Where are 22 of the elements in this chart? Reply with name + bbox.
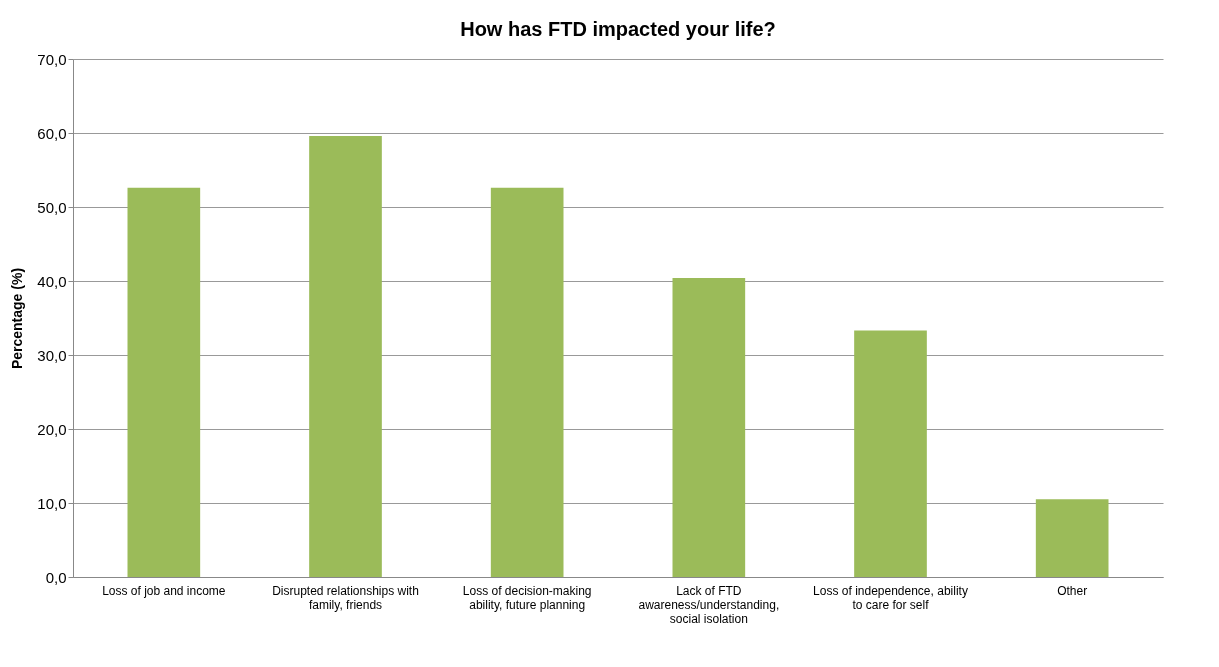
bar <box>127 187 201 577</box>
x-tick-label: Loss of job and income <box>102 583 226 598</box>
bar <box>854 330 927 577</box>
x-tick-label: Other <box>1057 583 1088 598</box>
y-tick-label: 10,0 <box>37 494 67 512</box>
y-tick-label: 60,0 <box>37 124 67 142</box>
x-tick-label: Disrupted relationships with family, friends <box>272 583 419 612</box>
y-tick-label: 30,0 <box>37 346 67 364</box>
x-tick-label: Lack of FTD awareness/understanding, social isolation <box>638 583 780 626</box>
x-tick-label: Loss of decision-making ability, future planning <box>462 583 592 612</box>
chart-title: How has FTD impacted your life? <box>460 18 776 40</box>
bar <box>309 135 382 577</box>
bar <box>1035 499 1109 577</box>
y-tick-label: 0,0 <box>45 568 67 586</box>
y-tick-label: 20,0 <box>37 420 67 438</box>
y-tick-label: 40,0 <box>37 272 67 290</box>
bar <box>672 278 746 577</box>
y-tick-label: 50,0 <box>37 198 67 216</box>
y-axis-title: Percentage (%) <box>9 267 26 370</box>
x-tick-label: Loss of independence, ability to care for self <box>813 583 968 612</box>
bar <box>490 187 564 577</box>
y-tick-label: 70,0 <box>37 50 67 68</box>
